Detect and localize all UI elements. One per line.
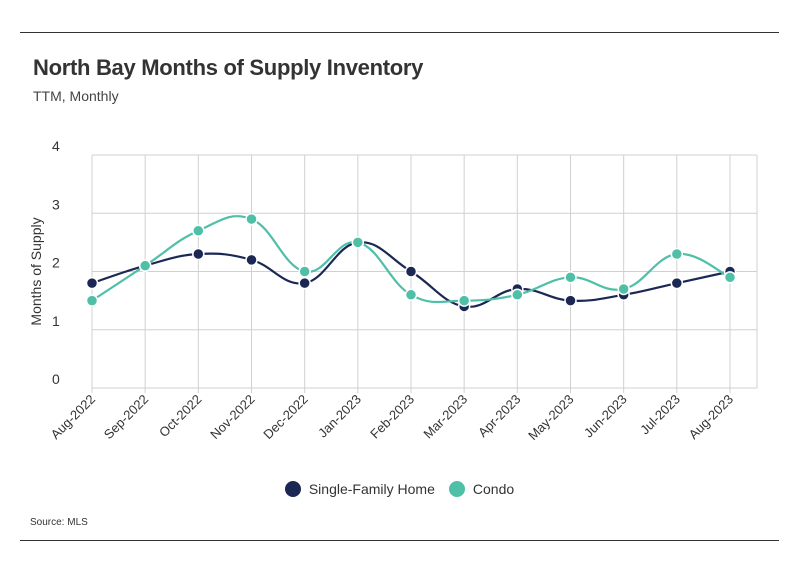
x-tick-label: Jun-2023: [581, 392, 630, 441]
data-point-condo: [617, 282, 630, 296]
x-tick-label: Apr-2023: [475, 392, 523, 440]
legend-marker-condo: [448, 481, 465, 497]
data-point-condo: [457, 294, 471, 307]
data-point-single-family: [670, 276, 684, 290]
x-tick-label: Oct-2022: [156, 392, 204, 440]
x-tick-label: May-2023: [525, 392, 576, 443]
data-point-condo: [511, 288, 524, 302]
data-point-condo: [670, 247, 684, 261]
data-point-condo: [564, 271, 577, 284]
x-tick-label: Dec-2022: [260, 392, 310, 442]
legend-label-condo: Condo: [472, 481, 515, 497]
x-tick-label: Jan-2023: [315, 392, 364, 441]
data-point-condo: [298, 265, 311, 278]
chart-subtitle: TTM, Monthly: [33, 88, 119, 104]
x-tick-label: Nov-2022: [207, 392, 257, 442]
data-point-single-family: [85, 276, 99, 290]
data-point-condo: [192, 224, 205, 237]
data-point-condo: [351, 236, 365, 249]
x-tick-label: Aug-2022: [48, 392, 98, 442]
y-tick-label: 2: [52, 255, 60, 271]
y-tick-label: 0: [52, 371, 60, 387]
legend-item-single-family[interactable]: Single-Family Home: [284, 481, 435, 497]
y-tick-label: 4: [52, 138, 60, 154]
chart-title: North Bay Months of Supply Inventory: [33, 55, 424, 80]
legend-label-single-family: Single-Family Home: [308, 481, 435, 497]
data-point-condo: [85, 294, 99, 307]
data-point-single-family: [192, 247, 205, 261]
bottom-rule: [20, 540, 779, 541]
source-note: Source: MLS: [30, 517, 88, 528]
data-point-single-family: [298, 276, 311, 290]
x-tick-label: Jul-2023: [637, 392, 683, 438]
chart-legend: Single-Family Home Condo: [0, 481, 799, 497]
y-tick-label: 3: [52, 196, 60, 212]
x-tick-label: Sep-2022: [101, 392, 151, 442]
data-point-single-family: [245, 253, 258, 267]
x-tick-label: Aug-2023: [686, 392, 736, 442]
legend-item-condo[interactable]: Condo: [448, 481, 515, 497]
data-point-condo: [723, 271, 737, 284]
data-point-condo: [404, 288, 418, 302]
y-axis-label: Months of Supply: [28, 217, 44, 325]
x-tick-label: Mar-2023: [420, 392, 470, 442]
top-rule: [20, 32, 779, 33]
data-point-single-family: [404, 265, 418, 278]
data-point-condo: [245, 212, 258, 226]
y-tick-label: 1: [52, 313, 60, 329]
x-tick-label: Feb-2023: [367, 392, 417, 442]
legend-marker-single-family: [284, 481, 301, 497]
data-point-single-family: [564, 294, 577, 307]
data-point-condo: [138, 259, 152, 272]
